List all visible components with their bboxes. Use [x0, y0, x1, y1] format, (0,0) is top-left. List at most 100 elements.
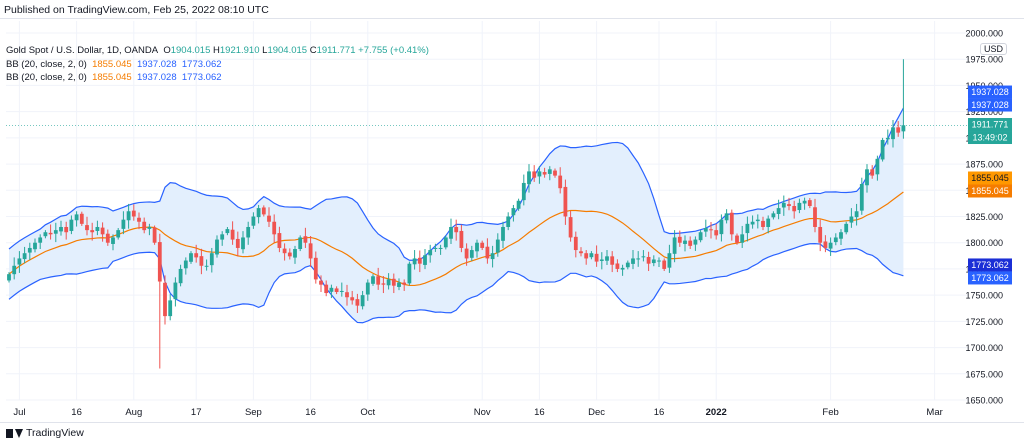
candle-body — [381, 283, 386, 285]
time-axis-tick: Feb — [822, 407, 838, 418]
candle-body — [573, 236, 578, 251]
candle-body — [59, 226, 63, 232]
candle-body — [875, 158, 880, 175]
candle-body — [563, 186, 568, 217]
candle-body — [329, 287, 334, 292]
candle-body — [293, 249, 297, 258]
candle-body — [33, 242, 37, 250]
candle-body — [823, 241, 828, 248]
lower-band-price-label-bg — [968, 271, 1012, 285]
candle-body — [776, 208, 781, 214]
lower-band-price-label: 1773.062 — [971, 273, 1009, 283]
candle-body — [287, 252, 292, 257]
candle-body — [807, 200, 812, 207]
candle-body — [152, 227, 157, 243]
basis-price-label: 1855.045 — [971, 173, 1009, 183]
countdown-label: 13:49:02 — [972, 133, 1007, 143]
price-axis-tick: 1925.000 — [965, 107, 1003, 117]
legend-open-label: O — [163, 45, 171, 56]
candle-body — [459, 230, 464, 248]
candle-body — [230, 229, 235, 240]
candle-body — [131, 210, 136, 217]
candle-body — [7, 274, 11, 281]
candle-body — [209, 253, 214, 266]
candle-body — [865, 169, 869, 186]
candle-body — [90, 230, 95, 233]
candle-body — [449, 226, 453, 239]
candle-body — [189, 253, 193, 262]
time-axis-tick: 16 — [305, 407, 316, 418]
candle-body — [256, 208, 261, 218]
candle-body — [750, 221, 755, 225]
indicator-basis-value: 1855.045 — [92, 72, 132, 83]
candle-body — [672, 237, 677, 254]
candle-body — [38, 237, 43, 243]
candle-body — [516, 200, 521, 209]
candle-body — [204, 265, 209, 267]
candle-body — [173, 282, 178, 300]
candle-body — [833, 237, 838, 243]
legend-high-value: 1921.910 — [219, 45, 260, 56]
candle-body — [157, 242, 162, 282]
candle-body — [610, 256, 615, 265]
legend-indicator-row[interactable]: BB (20, close, 2, 0) 1855.045 1937.028 1… — [6, 58, 429, 72]
upper-band-price-label-bg — [968, 85, 1012, 99]
basis-price-label-bg — [968, 184, 1012, 198]
candle-body — [714, 230, 719, 236]
candle-body — [121, 219, 126, 229]
legend-symbol: Gold Spot / U.S. Dollar, 1D, OANDA — [6, 45, 159, 56]
chart-area[interactable]: 2000.0001975.0001950.0001925.0001900.000… — [0, 18, 1024, 423]
candle-body — [163, 282, 167, 317]
legend-close-label: C — [309, 45, 317, 56]
candle-body — [589, 253, 594, 258]
candle-body — [542, 172, 547, 175]
basis-price-label: 1855.045 — [971, 186, 1009, 196]
price-axis-tick: 1800.000 — [965, 238, 1003, 248]
published-caption: Published on TradingView.com, Feb 25, 20… — [4, 4, 269, 16]
candle-body — [319, 280, 323, 285]
price-axis-tick: 1825.000 — [965, 212, 1003, 222]
candle-body — [183, 260, 188, 269]
candle-body — [100, 227, 105, 235]
candle-body — [745, 223, 750, 234]
candle-body — [464, 248, 469, 259]
candle-body — [594, 253, 599, 262]
currency-badge[interactable]: USD — [980, 43, 1008, 55]
legend-low-value: 1904.015 — [267, 45, 308, 56]
candle-body — [443, 237, 448, 248]
time-axis-tick: Aug — [125, 407, 142, 418]
candle-body — [719, 219, 724, 235]
basis-price-label-bg — [968, 171, 1012, 185]
candle-body — [605, 256, 609, 261]
candle-body — [308, 243, 313, 259]
indicator-basis-value: 1855.045 — [92, 58, 132, 70]
time-axis-tick: 2022 — [706, 407, 727, 418]
candle-body — [235, 238, 240, 248]
candle-body — [885, 137, 890, 140]
candle-body — [12, 265, 17, 275]
lower-band-price-label-bg — [968, 258, 1012, 272]
candle-body — [771, 213, 776, 218]
candle-body — [688, 240, 693, 246]
legend-indicator-row[interactable]: BB (20, close, 2, 0) 1855.045 1937.028 1… — [6, 71, 429, 85]
candle-body — [220, 234, 225, 240]
tradingview-logo-icon — [6, 428, 23, 438]
candle-body — [547, 169, 552, 174]
candle-body — [303, 236, 308, 243]
candle-body — [85, 225, 89, 231]
candle-body — [105, 233, 110, 243]
candle-body — [277, 233, 282, 248]
price-axis-tick: 1675.000 — [965, 369, 1003, 379]
bollinger-band-fill — [9, 108, 904, 323]
candle-body — [365, 282, 370, 295]
price-axis-tick: 1725.000 — [965, 317, 1003, 327]
candle-body — [568, 217, 573, 238]
candle-body — [854, 211, 859, 218]
candle-body — [724, 213, 729, 221]
candle-body — [397, 282, 401, 287]
candlestick-chart[interactable]: 2000.0001975.0001950.0001925.0001900.000… — [0, 19, 1024, 424]
candle-body — [267, 215, 271, 222]
candle-body — [859, 183, 864, 211]
candle-body — [137, 217, 141, 222]
candle-body — [241, 237, 245, 250]
